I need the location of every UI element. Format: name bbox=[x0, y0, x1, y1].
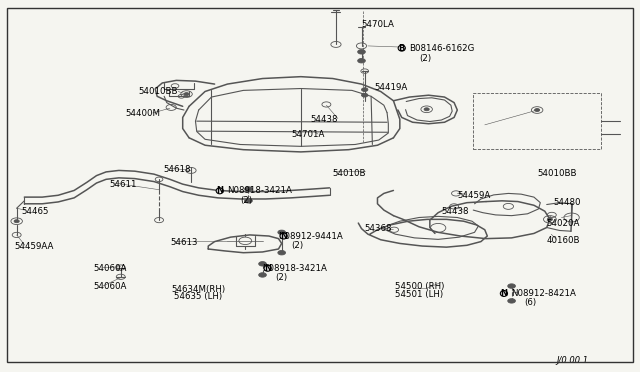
Circle shape bbox=[259, 273, 266, 277]
Text: 54010B: 54010B bbox=[333, 169, 366, 177]
Ellipse shape bbox=[280, 233, 287, 239]
Circle shape bbox=[358, 49, 365, 54]
Circle shape bbox=[508, 284, 515, 288]
Text: 54459AA: 54459AA bbox=[15, 242, 54, 251]
Text: N: N bbox=[216, 186, 223, 195]
Text: 54060A: 54060A bbox=[93, 264, 127, 273]
Text: 54635 (LH): 54635 (LH) bbox=[174, 292, 223, 301]
Text: 54465: 54465 bbox=[21, 207, 49, 216]
Circle shape bbox=[278, 250, 285, 255]
Text: 54368: 54368 bbox=[365, 224, 392, 233]
Text: J/0.00.1: J/0.00.1 bbox=[556, 356, 588, 365]
Text: 54459A: 54459A bbox=[458, 191, 490, 200]
Text: N08912-8421A: N08912-8421A bbox=[511, 289, 577, 298]
Circle shape bbox=[244, 199, 252, 203]
Text: 54480: 54480 bbox=[553, 198, 580, 207]
Text: 54419A: 54419A bbox=[374, 83, 408, 92]
Text: B: B bbox=[399, 44, 405, 52]
Circle shape bbox=[508, 299, 515, 303]
Text: 5470LA: 5470LA bbox=[362, 20, 394, 29]
Ellipse shape bbox=[398, 45, 405, 51]
Text: N: N bbox=[500, 289, 508, 298]
Text: (2): (2) bbox=[240, 196, 252, 205]
Text: (2): (2) bbox=[419, 54, 431, 62]
Text: 54400M: 54400M bbox=[125, 109, 160, 118]
Text: (6): (6) bbox=[524, 298, 536, 307]
Text: 54611: 54611 bbox=[109, 180, 137, 189]
Text: 54613: 54613 bbox=[170, 238, 197, 247]
Text: B08146-6162G: B08146-6162G bbox=[410, 44, 475, 52]
Ellipse shape bbox=[216, 188, 223, 194]
Text: N08912-9441A: N08912-9441A bbox=[278, 231, 343, 241]
Circle shape bbox=[184, 93, 189, 96]
Text: 54618: 54618 bbox=[164, 165, 191, 174]
Ellipse shape bbox=[264, 265, 271, 271]
Text: 54010BB: 54010BB bbox=[537, 169, 577, 177]
Circle shape bbox=[547, 218, 552, 221]
Text: 54438: 54438 bbox=[442, 207, 469, 216]
Text: 54701A: 54701A bbox=[291, 130, 324, 140]
Circle shape bbox=[278, 230, 285, 235]
Ellipse shape bbox=[500, 291, 508, 296]
Circle shape bbox=[259, 262, 266, 266]
Text: 54010BB: 54010BB bbox=[138, 87, 177, 96]
Text: (2): (2) bbox=[291, 241, 303, 250]
Text: 54438: 54438 bbox=[310, 115, 338, 124]
Text: N08918-3421A: N08918-3421A bbox=[262, 264, 328, 273]
Circle shape bbox=[244, 187, 252, 191]
Circle shape bbox=[358, 58, 365, 63]
Circle shape bbox=[14, 220, 19, 223]
Circle shape bbox=[424, 108, 429, 111]
Text: (2): (2) bbox=[275, 273, 287, 282]
Text: 54020A: 54020A bbox=[547, 219, 580, 228]
Text: 54060A: 54060A bbox=[93, 282, 127, 291]
Text: N: N bbox=[264, 264, 271, 273]
Text: 54634M(RH): 54634M(RH) bbox=[172, 285, 226, 294]
Text: N08918-3421A: N08918-3421A bbox=[227, 186, 292, 195]
Text: 54500 (RH): 54500 (RH) bbox=[396, 282, 445, 291]
Text: N: N bbox=[280, 231, 287, 241]
Circle shape bbox=[534, 109, 540, 112]
Text: 40160B: 40160B bbox=[547, 236, 580, 246]
Circle shape bbox=[362, 93, 368, 97]
Text: 54501 (LH): 54501 (LH) bbox=[396, 290, 444, 299]
Circle shape bbox=[362, 88, 368, 92]
